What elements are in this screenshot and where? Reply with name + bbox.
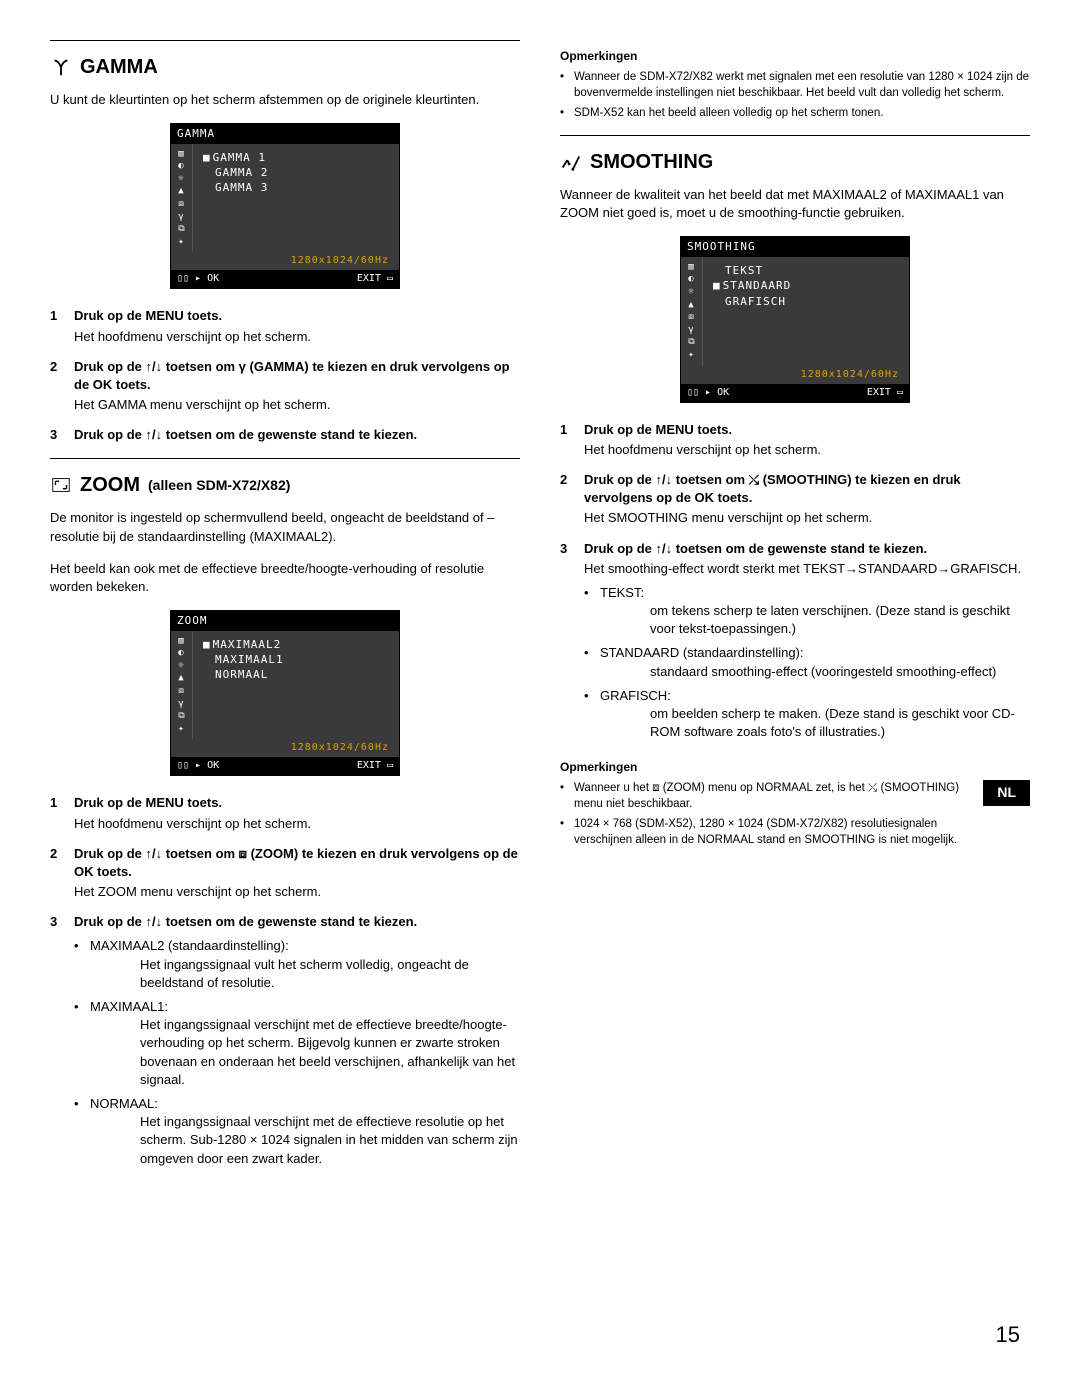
zoom-bullet-2: • MAXIMAAL1:Het ingangssignaal verschijn… bbox=[74, 998, 520, 1089]
gamma-title: GAMMA bbox=[80, 53, 158, 81]
smoothing-title: SMOOTHING bbox=[590, 148, 713, 176]
gamma-intro: U kunt de kleurtinten op het scherm afst… bbox=[50, 91, 520, 109]
zoom-menu-content: MAXIMAAL2 MAXIMAAL1 NORMAAL bbox=[193, 631, 399, 740]
zoom-menu-header: ZOOM bbox=[171, 611, 399, 630]
menu-sidebar-icons: ▥◐☼▲⧈γ⧉✦ bbox=[681, 257, 703, 366]
menu-sidebar-icons: ▥◐☼▲⧈γ⧉✦ bbox=[171, 144, 193, 253]
smoothing-step-1: 1 Druk op de MENU toets. Het hoofdmenu v… bbox=[560, 421, 1030, 459]
zoom-intro-2: Het beeld kan ook met de effectieve bree… bbox=[50, 560, 520, 596]
zoom-title: ZOOM bbox=[80, 471, 140, 499]
smoothing-menu-header: SMOOTHING bbox=[681, 237, 909, 256]
zoom-menu: ZOOM ▥◐☼▲⧈γ⧉✦ MAXIMAAL2 MAXIMAAL1 NORMAA… bbox=[170, 610, 400, 776]
notes-bottom-title: Opmerkingen bbox=[560, 759, 1030, 776]
zoom-heading: ZOOM (alleen SDM-X72/X82) bbox=[50, 471, 520, 499]
divider bbox=[560, 135, 1030, 136]
zoom-menu-res: 1280x1024/60Hz bbox=[171, 739, 399, 757]
smoothing-step-2: 2 Druk op de ↑/↓ toetsen om ⤯ (SMOOTHING… bbox=[560, 471, 1030, 528]
gamma-menu: GAMMA ▥◐☼▲⧈γ⧉✦ GAMMA 1 GAMMA 2 GAMMA 3 1… bbox=[170, 123, 400, 289]
note-bottom-2: •1024 × 768 (SDM-X52), 1280 × 1024 (SDM-… bbox=[560, 816, 973, 848]
divider bbox=[50, 458, 520, 459]
smoothing-bullet-2: • STANDAARD (standaardinstelling): stand… bbox=[584, 644, 1030, 680]
note-top-1: •Wanneer de SDM-X72/X82 werkt met signal… bbox=[560, 69, 1030, 101]
zoom-subtitle: (alleen SDM-X72/X82) bbox=[148, 476, 290, 496]
smoothing-heading: SMOOTHING bbox=[560, 148, 1030, 176]
divider bbox=[50, 40, 520, 41]
notes-top-title: Opmerkingen bbox=[560, 48, 1030, 65]
smoothing-menu-content: TEKST STANDAARD GRAFISCH bbox=[703, 257, 909, 366]
gamma-step-2: 2 Druk op de ↑/↓ toetsen om γ (GAMMA) te… bbox=[50, 358, 520, 415]
gamma-menu-header: GAMMA bbox=[171, 124, 399, 143]
gamma-menu-content: GAMMA 1 GAMMA 2 GAMMA 3 bbox=[193, 144, 399, 253]
gamma-step-3: 3 Druk op de ↑/↓ toetsen om de gewenste … bbox=[50, 426, 520, 446]
zoom-step-2: 2 Druk op de ↑/↓ toetsen om ⧈ (ZOOM) te … bbox=[50, 845, 520, 902]
gamma-heading: GAMMA bbox=[50, 53, 520, 81]
zoom-menu-footer: ▯▯ ▸ OK EXIT ▭ bbox=[171, 757, 399, 775]
zoom-icon bbox=[50, 474, 72, 496]
note-bottom-1: •Wanneer u het ⧈ (ZOOM) menu op NORMAAL … bbox=[560, 780, 973, 812]
smoothing-bullet-1: • TEKST: om tekens scherp te laten versc… bbox=[584, 584, 1030, 639]
note-top-2: •SDM-X52 kan het beeld alleen volledig o… bbox=[560, 105, 1030, 121]
zoom-intro-1: De monitor is ingesteld op schermvullend… bbox=[50, 509, 520, 545]
smoothing-step-3: 3 Druk op de ↑/↓ toetsen om de gewenste … bbox=[560, 540, 1030, 748]
menu-sidebar-icons: ▥◐☼▲⧈γ⧉✦ bbox=[171, 631, 193, 740]
gamma-menu-res: 1280x1024/60Hz bbox=[171, 252, 399, 270]
zoom-step-3: 3 Druk op de ↑/↓ toetsen om de gewenste … bbox=[50, 913, 520, 1173]
page-number: 15 bbox=[996, 1320, 1020, 1351]
smoothing-icon bbox=[560, 151, 582, 173]
gamma-menu-footer: ▯▯ ▸ OK EXIT ▭ bbox=[171, 270, 399, 288]
language-badge: NL bbox=[983, 780, 1030, 806]
smoothing-menu-res: 1280x1024/60Hz bbox=[681, 366, 909, 384]
smoothing-menu-footer: ▯▯ ▸ OK EXIT ▭ bbox=[681, 384, 909, 402]
gamma-step-1: 1 Druk op de MENU toets. Het hoofdmenu v… bbox=[50, 307, 520, 345]
zoom-bullet-3: • NORMAAL:Het ingangssignaal verschijnt … bbox=[74, 1095, 520, 1168]
zoom-step-1: 1 Druk op de MENU toets. Het hoofdmenu v… bbox=[50, 794, 520, 832]
smoothing-menu: SMOOTHING ▥◐☼▲⧈γ⧉✦ TEKST STANDAARD GRAFI… bbox=[680, 236, 910, 402]
gamma-icon bbox=[50, 56, 72, 78]
zoom-bullet-1: • MAXIMAAL2 (standaardinstelling): Het i… bbox=[74, 937, 520, 992]
smoothing-intro: Wanneer de kwaliteit van het beeld dat m… bbox=[560, 186, 1030, 222]
smoothing-bullet-3: • GRAFISCH: om beelden scherp te maken. … bbox=[584, 687, 1030, 742]
